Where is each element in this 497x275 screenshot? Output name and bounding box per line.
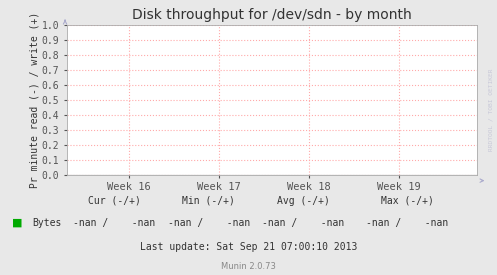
Text: -nan /    -nan: -nan / -nan: [167, 218, 250, 228]
Text: -nan /    -nan: -nan / -nan: [73, 218, 156, 228]
Text: Avg (-/+): Avg (-/+): [277, 196, 330, 206]
Y-axis label: Pr minute read (-) / write (+): Pr minute read (-) / write (+): [29, 12, 39, 188]
Title: Disk throughput for /dev/sdn - by month: Disk throughput for /dev/sdn - by month: [132, 8, 412, 22]
Text: ■: ■: [12, 218, 23, 228]
Text: Last update: Sat Sep 21 07:00:10 2013: Last update: Sat Sep 21 07:00:10 2013: [140, 243, 357, 252]
Text: Munin 2.0.73: Munin 2.0.73: [221, 262, 276, 271]
Text: Min (-/+): Min (-/+): [182, 196, 235, 206]
Text: RRDTOOL / TOBI OETIKER: RRDTOOL / TOBI OETIKER: [488, 69, 493, 151]
Text: -nan /    -nan: -nan / -nan: [262, 218, 344, 228]
Text: -nan /    -nan: -nan / -nan: [366, 218, 449, 228]
Text: Cur (-/+): Cur (-/+): [88, 196, 141, 206]
Text: Bytes: Bytes: [32, 218, 62, 228]
Text: Max (-/+): Max (-/+): [381, 196, 434, 206]
